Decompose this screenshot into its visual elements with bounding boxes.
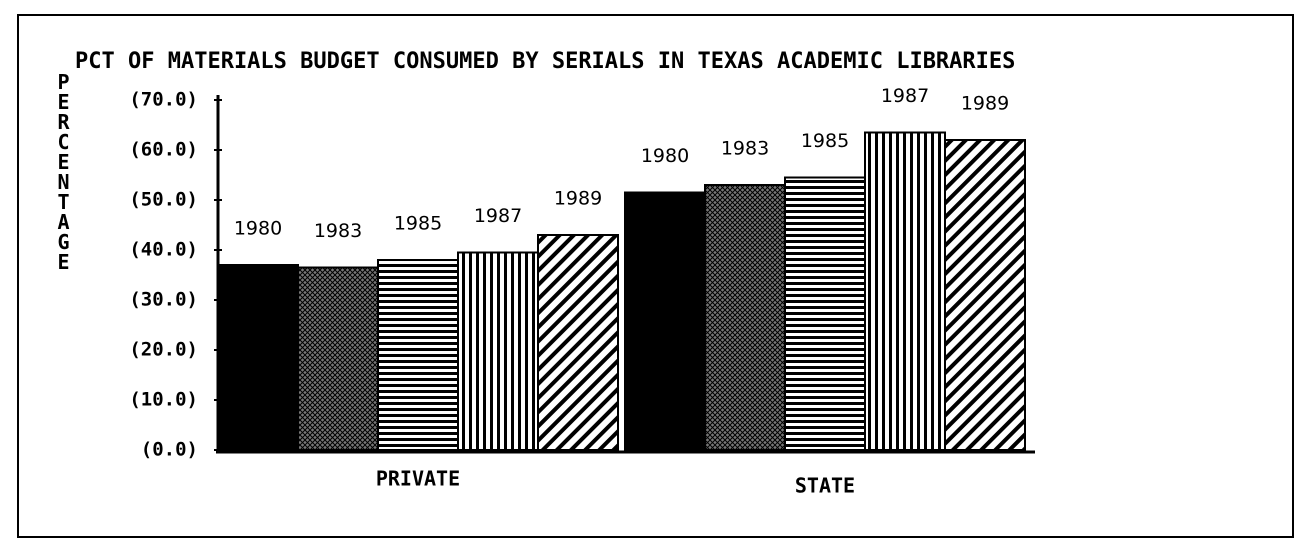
y-tick-label: (0.0) [141,439,198,461]
y-tick-label: (60.0) [129,139,198,161]
bar-label: 1980 [234,218,282,240]
bar-label: 1987 [881,85,929,107]
bar-label: 1983 [314,220,362,242]
bar-label: 1985 [394,213,442,235]
bar [944,139,1026,451]
y-tick-label: (40.0) [129,239,198,261]
y-axis-label: PERCENTAGE [52,70,76,270]
y-tick-label: (10.0) [129,389,198,411]
bar [624,191,706,451]
chart-title: PCT OF MATERIALS BUDGET CONSUMED BY SERI… [75,49,1015,74]
y-tick-label: (70.0) [129,89,198,111]
bar [377,259,459,451]
bar-label: 1989 [554,188,602,210]
y-tick-label: (20.0) [129,339,198,361]
x-tick-label: PRIVATE [376,467,460,491]
bar-label: 1985 [801,130,849,152]
frame [17,14,1294,538]
y-tick-label: (50.0) [129,189,198,211]
bar [537,234,619,451]
bar-label: 1983 [721,138,769,160]
y-tick-label: (30.0) [129,289,198,311]
bar [457,251,539,451]
bar [217,264,299,451]
bar-label: 1989 [961,93,1009,115]
bar [704,184,786,451]
bar [297,266,379,451]
bar-label: 1980 [641,145,689,167]
bar [784,176,866,451]
x-tick-label: STATE [795,474,855,498]
bar [864,131,946,451]
bar-label: 1987 [474,205,522,227]
